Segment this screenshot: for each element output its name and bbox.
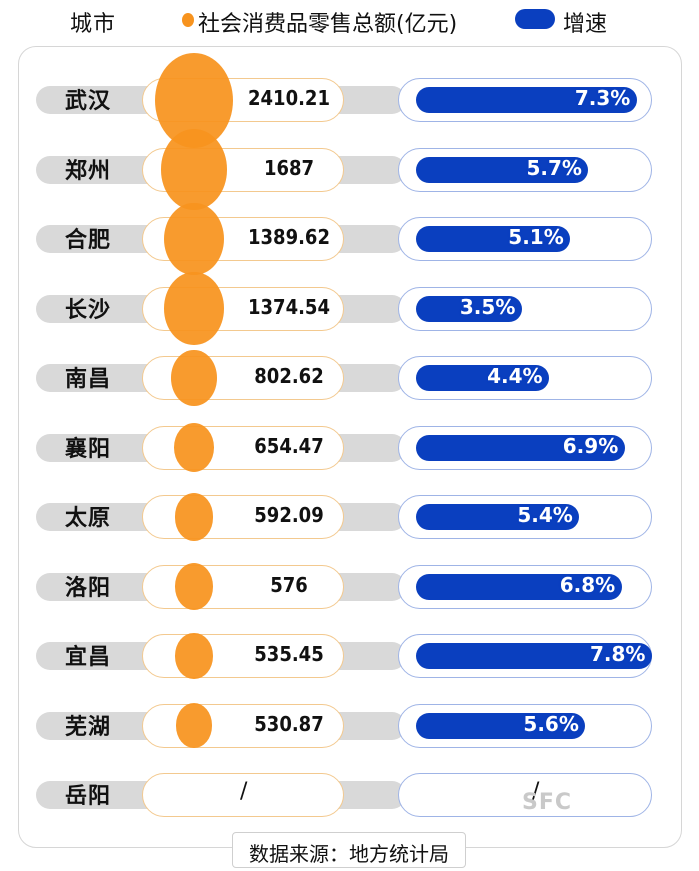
sales-value: / [240, 779, 248, 804]
growth-legend-swatch [515, 9, 555, 29]
table-row: 武汉 2410.21 7.3% [0, 76, 699, 124]
sales-bubble [174, 563, 214, 610]
growth-bar [416, 573, 622, 600]
sales-value: 802.62 [254, 364, 324, 388]
city-column-label: 城市 [70, 12, 117, 37]
table-row: 长沙 1374.54 3.5% [0, 285, 699, 333]
growth-bar [416, 295, 522, 322]
city-name: 芜湖 [65, 714, 112, 740]
sales-bubble [171, 350, 217, 406]
sales-bubble [175, 703, 213, 748]
growth-label: 5.7% [526, 155, 582, 180]
sales-bubble [164, 202, 224, 276]
city-name: 合肥 [65, 228, 112, 253]
sales-value: 1389.62 [248, 225, 330, 249]
city-name: 郑州 [65, 158, 112, 184]
sales-value-pill [142, 634, 344, 678]
growth-label: 6.8% [559, 572, 616, 597]
sales-legend-dot [182, 13, 194, 27]
city-name: 宜昌 [65, 645, 112, 670]
growth-label: 7.8% [590, 642, 646, 666]
sales-value: 535.45 [254, 642, 324, 666]
growth-track [398, 773, 652, 817]
chart-header: 城市 社会消费品零售总额(亿元) 增速 [0, 0, 699, 42]
growth-bar [416, 156, 589, 183]
sales-bubble [174, 493, 214, 541]
growth-bar [416, 87, 637, 113]
growth-label: 6.9% [562, 433, 619, 458]
city-name: 襄阳 [65, 436, 112, 462]
growth-bar [416, 365, 550, 391]
growth-label: 5.4% [517, 503, 573, 527]
sales-value: 592.09 [254, 503, 324, 527]
sales-legend-label: 社会消费品零售总额(亿元) [198, 12, 458, 37]
growth-value: / [532, 779, 540, 804]
sales-value-pill [142, 773, 344, 817]
table-row: 南昌 802.62 4.4% [0, 354, 699, 402]
growth-label: 5.6% [523, 711, 579, 736]
table-row: 太原 592.09 5.4% [0, 493, 699, 541]
source-box [232, 832, 466, 868]
source-note: 数据来源：地方统计局 [249, 842, 449, 866]
sales-value: 576 [270, 572, 308, 597]
sales-bubble [175, 633, 213, 679]
table-row: 宜昌 535.45 7.8% [0, 632, 699, 680]
table-row: 岳阳 / / [0, 771, 699, 819]
table-row: 洛阳 576 6.8% [0, 563, 699, 611]
sales-value: 2410.21 [248, 86, 330, 110]
sales-value: 1374.54 [248, 294, 330, 319]
city-name: 洛阳 [65, 575, 112, 601]
growth-label: 4.4% [487, 364, 543, 388]
sales-value: 530.87 [254, 711, 324, 736]
watermark-logo: SFC [522, 790, 573, 815]
sales-bubble [164, 272, 224, 345]
city-name: 武汉 [65, 89, 112, 114]
table-row: 襄阳 654.47 6.9% [0, 424, 699, 472]
growth-legend-label: 增速 [563, 12, 608, 37]
city-name: 太原 [65, 506, 112, 531]
sales-bubble [161, 129, 227, 210]
growth-label: 7.3% [574, 86, 631, 110]
city-name: 南昌 [65, 367, 112, 392]
growth-bar [416, 643, 652, 669]
growth-bar [416, 504, 580, 530]
growth-label: 5.1% [508, 225, 564, 249]
table-row: 合肥 1389.62 5.1% [0, 215, 699, 263]
sales-value: 654.47 [254, 433, 324, 458]
city-name: 岳阳 [65, 784, 112, 809]
growth-bar [416, 434, 625, 461]
growth-label: 3.5% [459, 294, 516, 319]
table-row: 芜湖 530.87 5.6% [0, 702, 699, 750]
sales-bubble [173, 422, 215, 473]
table-row: 郑州 1687 5.7% [0, 146, 699, 194]
city-name: 长沙 [65, 297, 112, 323]
growth-bar [416, 712, 586, 739]
growth-bar [416, 226, 571, 252]
sales-value: 1687 [263, 155, 315, 180]
